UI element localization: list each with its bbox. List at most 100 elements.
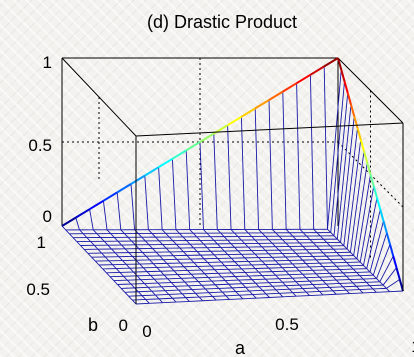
ridge-edge-a1 <box>356 127 362 140</box>
mesh-line <box>302 287 317 290</box>
mesh-line <box>366 268 371 273</box>
mesh-line <box>275 288 290 291</box>
mesh-line <box>352 268 357 273</box>
mesh-line <box>295 252 300 258</box>
mesh-line <box>111 248 116 254</box>
mesh-line <box>172 240 177 245</box>
mesh-line <box>86 237 91 242</box>
mesh-line <box>135 259 141 265</box>
mesh-line <box>130 283 135 289</box>
mesh-line <box>188 285 193 290</box>
mesh-line <box>258 257 263 262</box>
mesh-line <box>127 236 132 242</box>
mesh-line <box>204 273 209 278</box>
mesh-line <box>363 278 377 280</box>
mesh-line <box>126 279 132 285</box>
mesh-line <box>359 186 375 263</box>
mesh-line <box>306 291 320 293</box>
mesh-line <box>218 287 233 289</box>
mesh-line <box>282 281 296 283</box>
mesh-line <box>315 273 320 278</box>
mesh-line <box>332 289 347 292</box>
mesh-line <box>295 280 310 283</box>
mesh-line <box>322 293 337 296</box>
mesh-line <box>182 292 196 295</box>
ridge-edge-b1 <box>254 99 270 110</box>
mesh-line <box>372 274 377 279</box>
mesh-line <box>295 281 300 286</box>
mesh-line <box>108 260 113 265</box>
mesh-line <box>272 229 277 234</box>
mesh-line <box>220 247 225 252</box>
ridge-edge-a1 <box>359 139 365 152</box>
mesh-line <box>223 236 228 241</box>
mesh-line <box>190 273 196 279</box>
mesh-line <box>289 288 294 294</box>
grid-lines <box>62 58 404 259</box>
mesh-line <box>295 239 300 244</box>
mesh-line <box>252 293 267 295</box>
mesh-line <box>282 295 297 298</box>
mesh-line <box>92 229 98 234</box>
mesh-line <box>342 272 347 277</box>
mesh-line <box>272 285 277 291</box>
mesh-line <box>208 291 223 294</box>
mesh-line <box>150 275 155 280</box>
mesh-line <box>123 275 128 281</box>
mesh-line <box>343 127 358 246</box>
ridge-edge-a1 <box>385 232 391 245</box>
z-tick-label: 0.5 <box>28 136 52 155</box>
mesh-line <box>363 197 378 266</box>
mesh-line <box>131 299 137 305</box>
mesh-line <box>343 245 348 250</box>
mesh-line <box>327 228 332 233</box>
mesh-line <box>135 302 150 305</box>
mesh-line <box>203 229 208 234</box>
mesh-line <box>309 280 314 285</box>
mesh-line <box>155 293 169 296</box>
ridge-edge-b1 <box>240 107 256 118</box>
mesh-line <box>298 270 303 275</box>
mesh-line <box>234 261 239 266</box>
x-tick-label: 0.5 <box>275 315 299 334</box>
mesh-line <box>158 240 163 245</box>
mesh-line <box>339 283 344 288</box>
mesh-line <box>128 295 133 301</box>
mesh-line <box>251 250 256 255</box>
mesh-line <box>114 252 120 257</box>
mesh-line <box>349 279 354 284</box>
mesh-line <box>345 289 350 294</box>
mesh-line <box>261 246 266 251</box>
mesh-line <box>145 298 160 300</box>
mesh-line <box>244 243 249 248</box>
mesh-line <box>315 287 320 292</box>
mesh-line <box>206 247 212 252</box>
mesh-line <box>210 265 215 270</box>
mesh-line <box>93 245 99 250</box>
mesh-line <box>265 236 270 241</box>
mesh-line <box>156 267 161 272</box>
mesh-line <box>248 275 253 280</box>
mesh-line <box>242 282 256 285</box>
mesh-line <box>229 298 243 300</box>
mesh-line <box>271 256 276 262</box>
mesh-line <box>245 286 260 288</box>
mesh-line <box>210 250 215 256</box>
mesh-line <box>255 282 270 284</box>
mesh-line <box>356 258 361 263</box>
mesh-line <box>302 259 307 264</box>
mesh-line <box>312 284 317 289</box>
x-tick-label: 0 <box>142 322 151 341</box>
ridge-edge-b1 <box>116 183 132 194</box>
mesh-line <box>119 272 124 277</box>
mesh-line <box>170 266 175 272</box>
ridge-edge-b1 <box>102 191 118 202</box>
mesh-line <box>207 277 213 282</box>
mesh-line <box>128 252 133 257</box>
mesh-line <box>335 279 340 284</box>
mesh-line <box>235 290 250 292</box>
mesh-line <box>220 261 225 266</box>
mesh-line <box>265 293 270 298</box>
mesh-line <box>124 233 129 238</box>
mesh-line <box>248 290 253 295</box>
